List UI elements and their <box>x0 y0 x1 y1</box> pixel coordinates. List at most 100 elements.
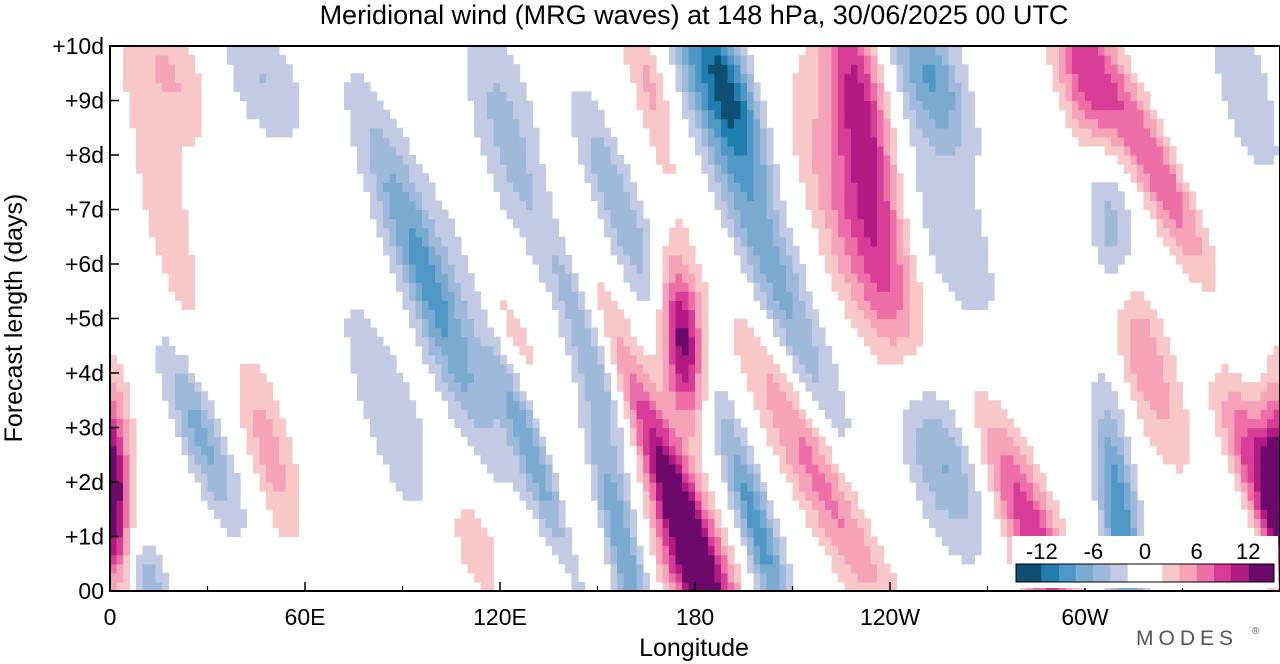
heatmap-cell <box>1104 418 1112 429</box>
heatmap-cell <box>701 164 709 174</box>
heatmap-cell <box>701 354 709 365</box>
heatmap-cell <box>805 518 813 529</box>
heatmap-cell <box>500 373 508 383</box>
heatmap-cell <box>623 327 631 338</box>
heatmap-cell <box>415 482 423 492</box>
heatmap-cell <box>1273 472 1280 483</box>
heatmap-cell <box>1156 182 1164 192</box>
heatmap-cell <box>1215 64 1223 74</box>
heatmap-cell <box>818 218 826 229</box>
heatmap-cell <box>370 91 378 102</box>
heatmap-cell <box>831 527 839 538</box>
heatmap-cell <box>753 336 761 347</box>
heatmap-cell <box>643 109 651 120</box>
heatmap-cell <box>545 536 553 547</box>
heatmap-cell <box>916 454 924 465</box>
heatmap-cell <box>987 454 995 465</box>
heatmap-cell <box>844 581 852 591</box>
heatmap-cell <box>1098 400 1106 410</box>
heatmap-cell <box>1026 509 1034 519</box>
heatmap-cell <box>831 227 839 238</box>
heatmap-cell <box>857 136 865 147</box>
heatmap-cell <box>1117 527 1125 538</box>
heatmap-cell <box>1124 145 1132 156</box>
heatmap-cell <box>376 100 384 111</box>
heatmap-cell <box>766 309 774 320</box>
heatmap-cell <box>480 545 488 556</box>
heatmap-cell <box>942 264 950 274</box>
heatmap-cell <box>584 382 592 392</box>
y-tick-label: +5d <box>65 306 104 332</box>
heatmap-cell <box>883 336 891 347</box>
heatmap-cell <box>734 463 742 474</box>
heatmap-cell <box>877 182 885 192</box>
heatmap-cell <box>812 482 820 492</box>
heatmap-cell <box>623 500 631 510</box>
heatmap-cell <box>948 264 956 274</box>
heatmap-cell <box>948 282 956 292</box>
heatmap-cell <box>500 363 508 374</box>
heatmap-cell <box>636 400 644 410</box>
heatmap-cell <box>168 182 176 192</box>
heatmap-cell <box>714 527 722 538</box>
heatmap-cell <box>779 373 787 383</box>
heatmap-cell <box>532 500 540 510</box>
heatmap-cell <box>142 118 150 129</box>
x-tick-label: 120W <box>860 604 920 630</box>
heatmap-cell <box>363 336 371 347</box>
heatmap-cell <box>623 472 631 483</box>
heatmap-cell <box>760 500 768 510</box>
heatmap-cell <box>591 445 599 456</box>
heatmap-cell <box>1202 236 1210 247</box>
heatmap-cell <box>896 300 904 311</box>
heatmap-cell <box>571 345 579 356</box>
heatmap-cell <box>617 209 625 220</box>
heatmap-cell <box>253 100 261 111</box>
heatmap-cell <box>487 109 495 120</box>
heatmap-cell <box>961 173 969 183</box>
heatmap-cell <box>948 536 956 547</box>
heatmap-cell <box>123 445 131 456</box>
heatmap-cell <box>1156 227 1164 238</box>
heatmap-cell <box>1156 345 1164 356</box>
heatmap-cell <box>493 436 501 447</box>
heatmap-cell <box>916 164 924 174</box>
heatmap-cell <box>597 391 605 401</box>
heatmap-cell <box>727 427 735 438</box>
heatmap-cell <box>688 427 696 438</box>
heatmap-cell <box>773 273 781 283</box>
heatmap-cell <box>441 291 449 301</box>
heatmap-cell <box>935 155 943 165</box>
heatmap-cell <box>500 46 508 56</box>
heatmap-cell <box>188 436 196 447</box>
heatmap-cell <box>877 109 885 120</box>
heatmap-cell <box>818 109 826 120</box>
heatmap-cell <box>272 427 280 438</box>
heatmap-cell <box>890 182 898 192</box>
heatmap-cell <box>643 482 651 492</box>
heatmap-cell <box>1111 509 1119 519</box>
heatmap-cell <box>539 491 547 501</box>
heatmap-cell <box>812 472 820 483</box>
heatmap-cell <box>870 91 878 102</box>
heatmap-cell <box>480 581 488 591</box>
heatmap-cell <box>396 463 404 474</box>
heatmap-cell <box>136 164 144 174</box>
heatmap-cell <box>623 46 631 56</box>
heatmap-cell <box>168 136 176 147</box>
heatmap-cell <box>857 509 865 519</box>
heatmap-cell <box>1221 373 1229 383</box>
heatmap-cell <box>805 427 813 438</box>
heatmap-cell <box>188 282 196 292</box>
heatmap-cell <box>916 91 924 102</box>
heatmap-cell <box>142 136 150 147</box>
heatmap-cell <box>870 136 878 147</box>
heatmap-cell <box>181 136 189 147</box>
heatmap-cell <box>870 182 878 192</box>
heatmap-cell <box>675 273 683 283</box>
heatmap-cell <box>188 291 196 301</box>
heatmap-cell <box>909 309 917 320</box>
heatmap-cell <box>662 336 670 347</box>
heatmap-cell <box>636 545 644 556</box>
heatmap-cell <box>896 336 904 347</box>
